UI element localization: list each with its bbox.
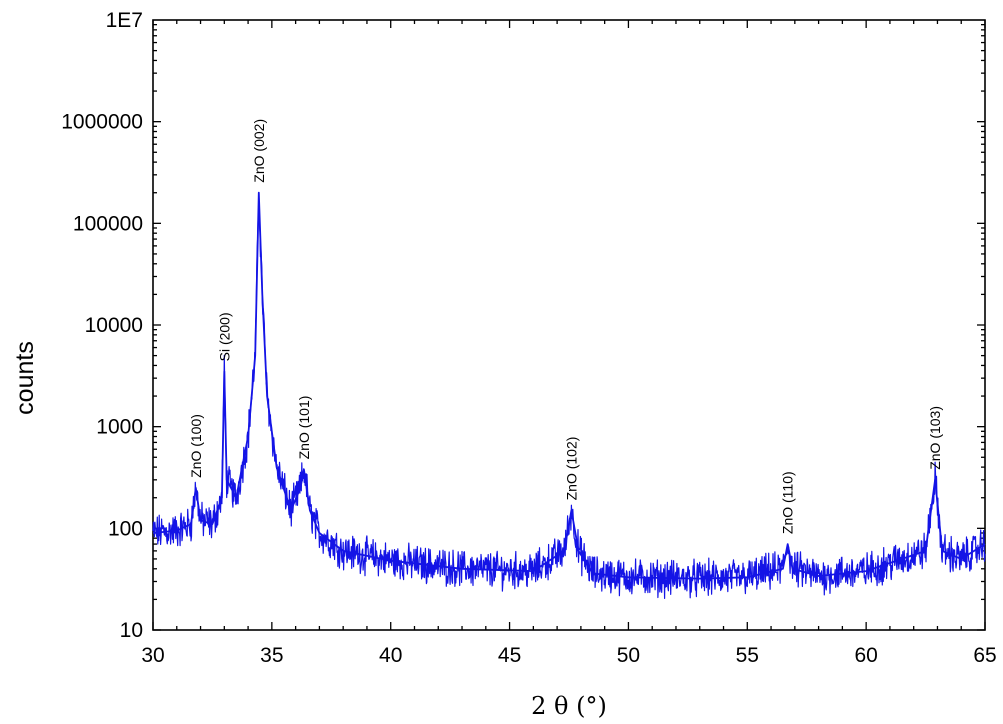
y-tick-label: 100000 bbox=[73, 212, 143, 235]
x-tick-label: 50 bbox=[617, 644, 640, 667]
peak-label: ZnO (102) bbox=[563, 437, 579, 501]
y-tick-label: 1000 bbox=[96, 416, 143, 439]
peak-label: ZnO (110) bbox=[780, 471, 796, 534]
peak-label: ZnO (101) bbox=[296, 396, 312, 460]
series-layer bbox=[152, 191, 986, 599]
x-tick-label: 60 bbox=[854, 644, 877, 667]
x-tick-label: 30 bbox=[141, 644, 164, 667]
y-tick-label: 1000000 bbox=[61, 111, 143, 134]
y-tick-label: 10000 bbox=[85, 314, 143, 337]
x-axis-title: 2 θ (°) bbox=[531, 692, 607, 720]
x-tick-label: 55 bbox=[736, 644, 759, 667]
peak-label: Si (200) bbox=[216, 312, 232, 361]
y-tick-label: 10 bbox=[120, 619, 143, 642]
plot-frame bbox=[152, 19, 986, 631]
xrd-trace-peaks bbox=[152, 191, 986, 580]
peak-annotations: ZnO (100) Si (200) ZnO (002) ZnO (101) ZnO (… bbox=[188, 119, 943, 534]
plot-border bbox=[152, 19, 986, 631]
peak-label: ZnO (100) bbox=[188, 414, 204, 478]
x-tick-label: 35 bbox=[260, 644, 283, 667]
x-tick-label: 45 bbox=[498, 644, 521, 667]
xrd-trace bbox=[152, 204, 986, 599]
y-axis: 10 100 1000 10000 100000 1000000 1E7 bbox=[61, 9, 985, 642]
x-tick-label: 65 bbox=[973, 644, 996, 667]
peak-label: ZnO (002) bbox=[251, 119, 267, 183]
y-axis-title: counts bbox=[11, 341, 39, 415]
peak-label: ZnO (103) bbox=[927, 406, 943, 470]
x-axis: 30 35 40 45 50 55 60 65 bbox=[141, 20, 997, 667]
y-tick-label: 100 bbox=[108, 517, 143, 540]
x-tick-label: 40 bbox=[379, 644, 402, 667]
y-tick-label: 1E7 bbox=[106, 9, 143, 32]
